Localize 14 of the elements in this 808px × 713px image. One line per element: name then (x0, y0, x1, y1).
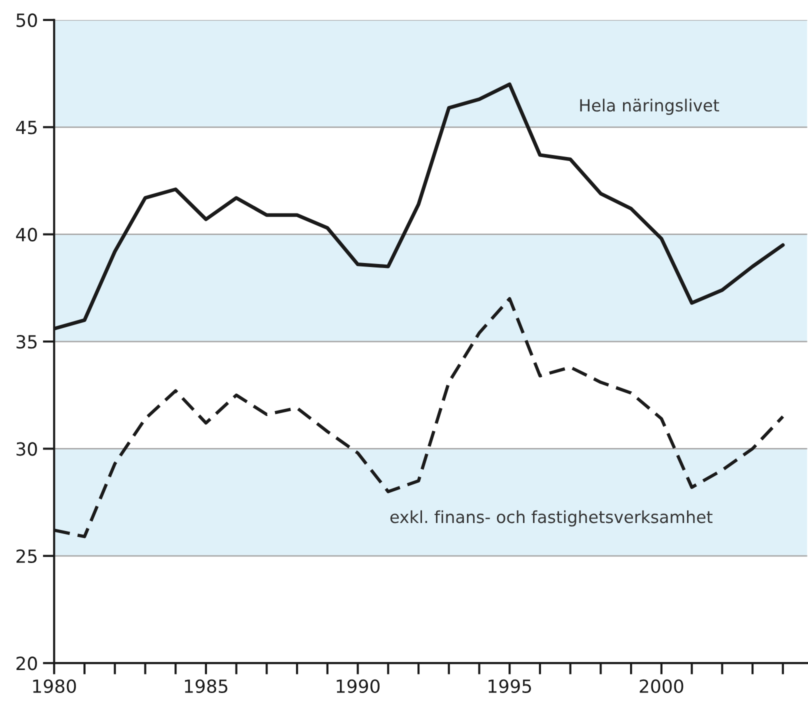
y-tick-label: 50 (16, 13, 37, 28)
x-tick-label: 2000 (640, 679, 684, 694)
x-tick-label: 1985 (184, 679, 228, 694)
y-tick-label: 35 (16, 334, 37, 349)
x-tick-label: 1990 (336, 679, 380, 694)
text: Hela näringslivet (580, 98, 720, 115)
y-tick-label: 45 (16, 120, 37, 134)
series-label: exkl. finans- och fastighetsverksamhet (390, 510, 712, 526)
y-tick-label: 40 (16, 228, 37, 242)
x-tick-label: 1995 (488, 679, 532, 694)
y-tick-label: 20 (16, 656, 37, 670)
y-tick-label: 25 (16, 549, 37, 564)
y-tick-label: 30 (16, 442, 37, 456)
x-tick-label: 1980 (33, 679, 76, 694)
